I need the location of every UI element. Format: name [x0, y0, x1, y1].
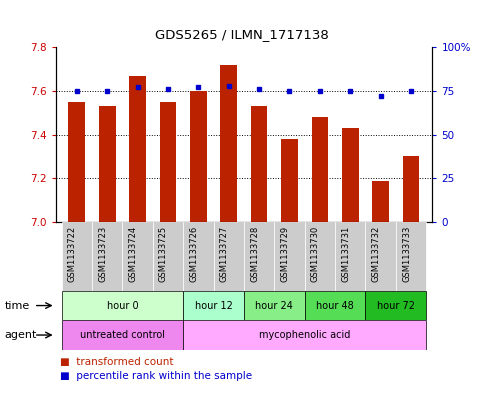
- Bar: [244, 291, 305, 320]
- Bar: [396, 222, 426, 291]
- Bar: [335, 222, 366, 291]
- Bar: [403, 156, 419, 222]
- Bar: [92, 222, 122, 291]
- Text: mycophenolic acid: mycophenolic acid: [259, 330, 350, 340]
- Text: GSM1133728: GSM1133728: [250, 226, 259, 282]
- Bar: [99, 106, 115, 222]
- Bar: [153, 222, 183, 291]
- Bar: [366, 291, 426, 320]
- Text: GSM1133724: GSM1133724: [128, 226, 138, 282]
- Text: ■  transformed count: ■ transformed count: [60, 357, 174, 367]
- Text: untreated control: untreated control: [80, 330, 165, 340]
- Text: GSM1133723: GSM1133723: [98, 226, 107, 282]
- Bar: [62, 320, 183, 350]
- Bar: [159, 102, 176, 222]
- Bar: [342, 128, 358, 222]
- Bar: [274, 222, 305, 291]
- Bar: [183, 320, 426, 350]
- Bar: [312, 117, 328, 222]
- Text: hour 12: hour 12: [195, 301, 232, 310]
- Bar: [251, 106, 268, 222]
- Text: GSM1133733: GSM1133733: [402, 226, 411, 282]
- Text: GSM1133729: GSM1133729: [281, 226, 289, 282]
- Text: GSM1133725: GSM1133725: [159, 226, 168, 282]
- Bar: [62, 222, 92, 291]
- Text: time: time: [5, 301, 30, 310]
- Bar: [183, 291, 244, 320]
- Bar: [69, 102, 85, 222]
- Bar: [183, 222, 213, 291]
- Text: hour 24: hour 24: [256, 301, 293, 310]
- Bar: [62, 291, 183, 320]
- Bar: [220, 65, 237, 222]
- Text: hour 72: hour 72: [377, 301, 415, 310]
- Bar: [305, 222, 335, 291]
- Bar: [129, 75, 146, 222]
- Bar: [366, 222, 396, 291]
- Text: GSM1133727: GSM1133727: [220, 226, 229, 282]
- Text: ■  percentile rank within the sample: ■ percentile rank within the sample: [60, 371, 253, 381]
- Bar: [281, 139, 298, 222]
- Bar: [244, 222, 274, 291]
- Text: hour 0: hour 0: [107, 301, 138, 310]
- Bar: [372, 180, 389, 222]
- Text: GSM1133731: GSM1133731: [341, 226, 350, 282]
- Bar: [190, 91, 207, 222]
- Text: GSM1133732: GSM1133732: [371, 226, 381, 282]
- Text: GSM1133722: GSM1133722: [68, 226, 77, 282]
- Text: GSM1133730: GSM1133730: [311, 226, 320, 282]
- Text: hour 48: hour 48: [316, 301, 354, 310]
- Bar: [213, 222, 244, 291]
- Text: GDS5265 / ILMN_1717138: GDS5265 / ILMN_1717138: [155, 28, 328, 41]
- Bar: [305, 291, 366, 320]
- Bar: [122, 222, 153, 291]
- Text: agent: agent: [5, 330, 37, 340]
- Text: GSM1133726: GSM1133726: [189, 226, 199, 282]
